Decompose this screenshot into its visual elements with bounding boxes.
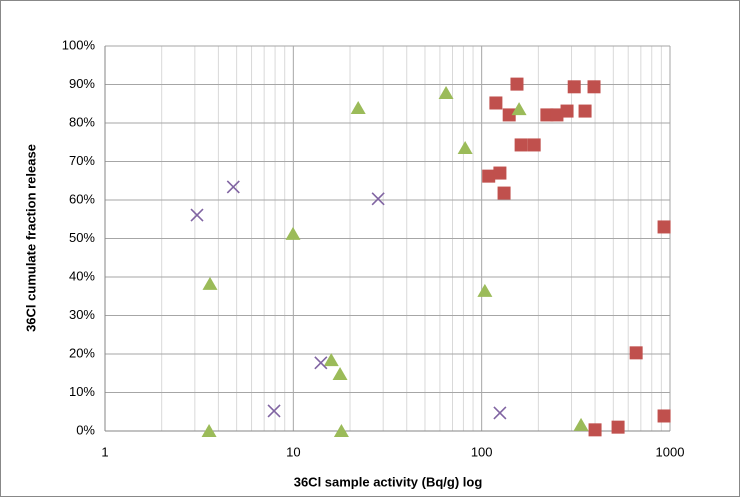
point <box>560 104 574 118</box>
point <box>438 85 454 99</box>
point <box>457 141 473 155</box>
point <box>314 356 328 370</box>
point <box>578 104 592 118</box>
point <box>371 192 385 206</box>
y-tick-label: 30% <box>69 307 95 322</box>
y-tick-label: 10% <box>69 384 95 399</box>
point <box>493 166 507 180</box>
point <box>510 77 524 91</box>
y-tick-label: 50% <box>69 230 95 245</box>
y-tick-label: 40% <box>69 268 95 283</box>
y-tick-label: 100% <box>62 37 96 52</box>
point <box>657 409 671 423</box>
y-tick-label: 70% <box>69 153 95 168</box>
point <box>511 102 527 116</box>
point <box>611 420 625 434</box>
x-tick-label: 1000 <box>656 444 685 459</box>
point <box>202 276 218 290</box>
y-axis-title: 36Cl cumulate fraction release <box>23 144 38 332</box>
point <box>332 367 348 381</box>
point <box>657 220 671 234</box>
point <box>587 80 601 94</box>
x-tick-label: 1 <box>101 444 108 459</box>
point <box>323 353 339 367</box>
y-tick-label: 0% <box>76 422 95 437</box>
point <box>493 406 507 420</box>
point <box>540 108 554 122</box>
point <box>190 208 204 222</box>
point <box>497 186 511 200</box>
y-tick-label: 90% <box>69 76 95 91</box>
point <box>226 180 240 194</box>
point <box>550 108 564 122</box>
point <box>629 346 643 360</box>
y-tick-label: 20% <box>69 345 95 360</box>
point <box>588 423 602 437</box>
y-tick-label: 80% <box>69 114 95 129</box>
point <box>514 138 528 152</box>
point <box>489 96 503 110</box>
point <box>573 417 589 431</box>
point <box>333 424 349 437</box>
point <box>350 100 366 114</box>
point <box>267 404 281 418</box>
point <box>285 226 301 240</box>
point <box>477 283 493 297</box>
x-tick-label: 10 <box>286 444 300 459</box>
x-axis-title: 36Cl sample activity (Bq/g) log <box>294 474 483 489</box>
point <box>201 424 217 437</box>
point <box>502 108 516 122</box>
point <box>567 80 581 94</box>
x-tick-label: 100 <box>471 444 493 459</box>
point <box>482 169 496 183</box>
point <box>527 138 541 152</box>
y-tick-label: 60% <box>69 191 95 206</box>
